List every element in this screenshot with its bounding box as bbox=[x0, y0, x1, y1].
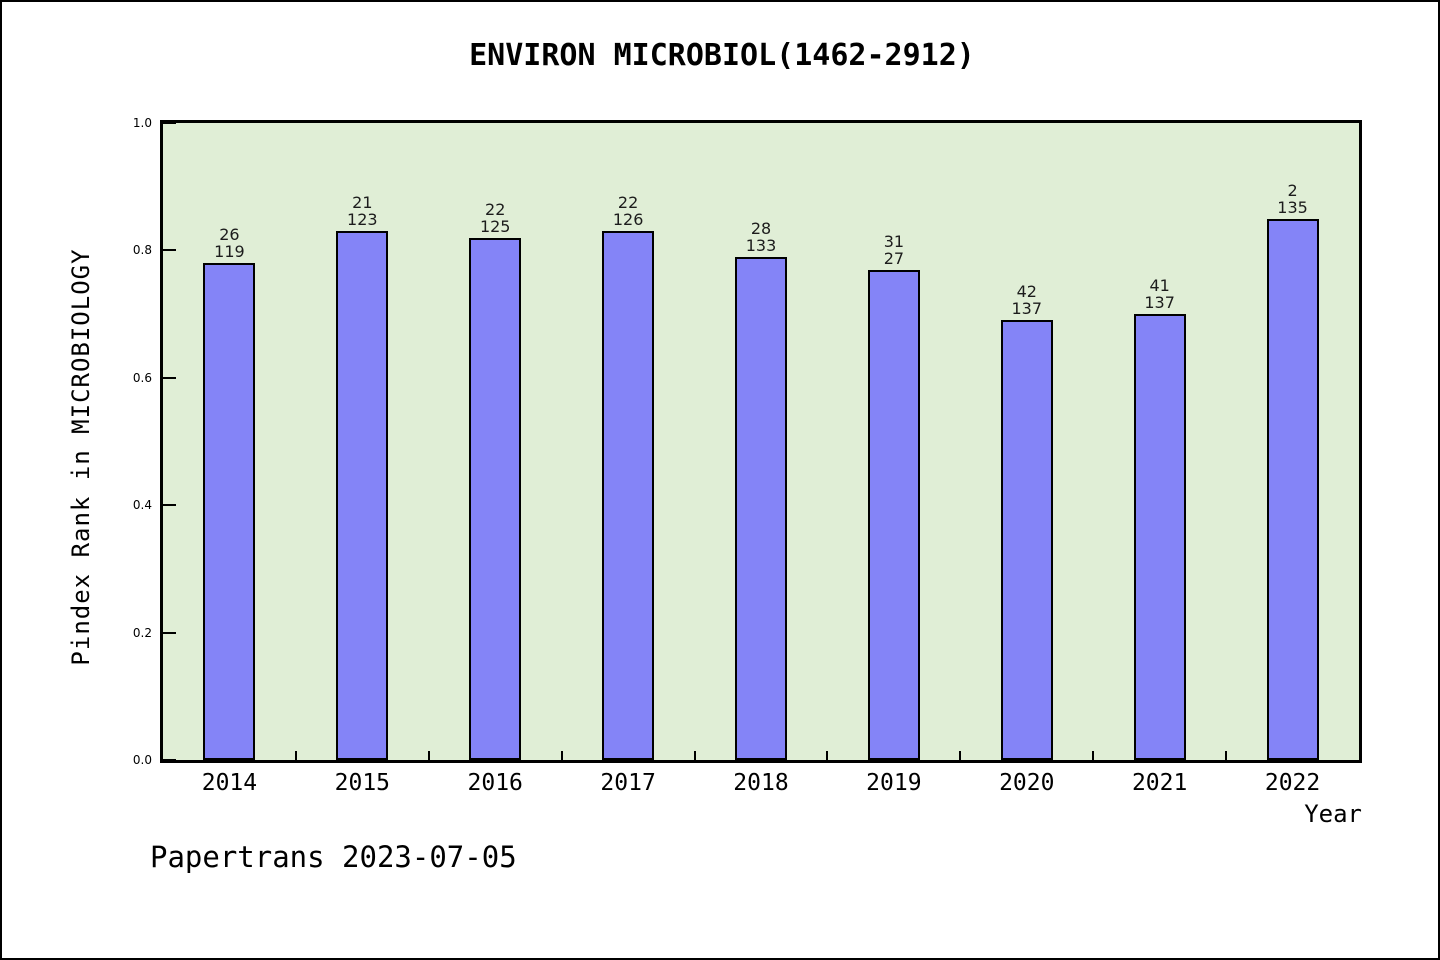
bar-2018 bbox=[735, 257, 787, 760]
bar-2022 bbox=[1266, 219, 1319, 760]
x-tick-label-2015: 2015 bbox=[334, 770, 391, 796]
y-tick-label: 0.0 bbox=[132, 753, 152, 767]
x-tick-label-2017: 2017 bbox=[600, 770, 656, 796]
x-axis-minor-tick bbox=[427, 751, 430, 760]
bar-value-label: 41 137 bbox=[1144, 276, 1175, 312]
y-axis-tick bbox=[163, 504, 176, 507]
bar-value-label: 26 119 bbox=[214, 225, 245, 261]
x-axis-minor-tick bbox=[1225, 751, 1228, 760]
x-tick-label-2020: 2020 bbox=[999, 770, 1055, 796]
bar-value-label: 22 126 bbox=[612, 193, 644, 229]
x-tick-label-2018: 2018 bbox=[733, 770, 789, 796]
x-axis-minor-tick bbox=[693, 751, 696, 760]
y-axis-tick bbox=[163, 631, 176, 634]
y-tick-label: 1.0 bbox=[132, 116, 152, 130]
x-tick-label-2016: 2016 bbox=[467, 770, 523, 796]
bar-2017 bbox=[602, 231, 655, 760]
bar-2015 bbox=[336, 231, 389, 760]
y-axis-tick bbox=[163, 376, 176, 379]
y-tick-label: 0.4 bbox=[132, 498, 152, 513]
bar-2016 bbox=[469, 238, 522, 760]
y-axis-label: Pindex Rank in MICROBIOLOGY bbox=[67, 248, 95, 666]
y-axis-tick bbox=[163, 249, 176, 252]
y-axis-tick bbox=[163, 122, 176, 124]
x-tick-label-2019: 2019 bbox=[866, 770, 922, 796]
bar-value-label: 2 135 bbox=[1277, 181, 1308, 217]
x-axis-minor-tick bbox=[826, 751, 829, 760]
bar-2019 bbox=[867, 270, 920, 760]
x-tick-label-2022: 2022 bbox=[1264, 770, 1321, 796]
bar-value-label: 28 133 bbox=[745, 219, 777, 255]
plot-area: 26 119 21 123 22 125 22 126 28 133 31 27 42 13… bbox=[160, 120, 1362, 763]
x-axis-minor-tick bbox=[294, 751, 297, 760]
x-axis-minor-tick bbox=[959, 751, 962, 760]
x-tick-label-2014: 2014 bbox=[201, 770, 258, 796]
bar-2021 bbox=[1133, 314, 1186, 760]
bar-2020 bbox=[1000, 320, 1053, 760]
x-axis-label: Year bbox=[1304, 800, 1362, 828]
footer-watermark: Papertrans 2023-07-05 bbox=[150, 840, 517, 874]
bar-value-label: 42 137 bbox=[1011, 282, 1043, 318]
x-axis-minor-tick bbox=[560, 751, 563, 760]
plot-inner: 26 119 21 123 22 125 22 126 28 133 31 27 42 13… bbox=[163, 122, 1359, 761]
x-axis-minor-tick bbox=[1092, 751, 1095, 760]
bar-value-label: 21 123 bbox=[347, 193, 378, 229]
bar-value-label: 31 27 bbox=[883, 232, 905, 268]
y-tick-label: 0.6 bbox=[132, 370, 152, 385]
y-tick-label: 0.8 bbox=[132, 243, 152, 258]
bar-value-label: 22 125 bbox=[479, 200, 511, 236]
y-tick-label: 0.2 bbox=[132, 625, 152, 640]
y-axis-tick bbox=[163, 759, 176, 761]
bar-2014 bbox=[203, 263, 256, 760]
chart-title: ENVIRON MICROBIOL(1462-2912) bbox=[469, 38, 975, 73]
x-tick-label-2021: 2021 bbox=[1131, 770, 1188, 796]
